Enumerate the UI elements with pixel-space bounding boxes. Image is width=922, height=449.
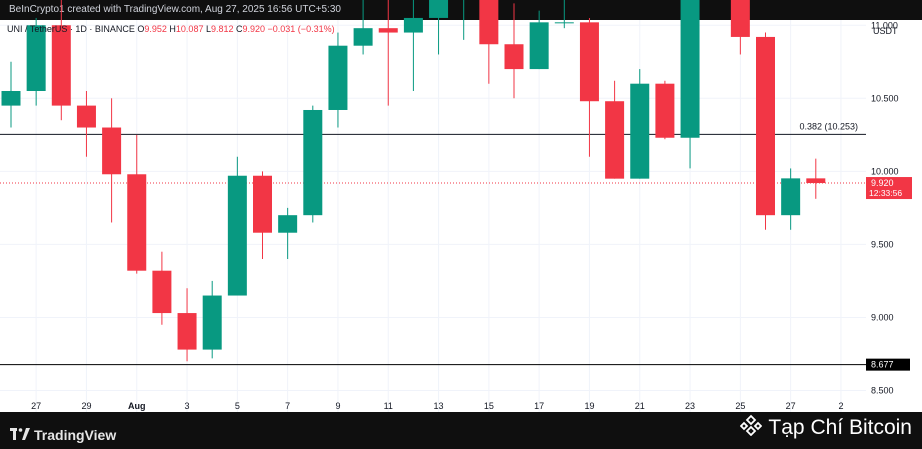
y-tick-label: 8.500	[871, 386, 894, 396]
x-tick-label: 5	[235, 401, 240, 411]
candle-body[interactable]	[756, 36, 775, 216]
x-tick-label: 23	[685, 401, 695, 411]
last-price-label: 9.920	[871, 178, 894, 188]
countdown-label: 12:33:56	[869, 188, 902, 198]
last-price-badge	[866, 177, 912, 200]
legend-open-value: 9.952	[144, 24, 169, 34]
candle-body[interactable]	[303, 109, 323, 216]
y-tick-label: 9.000	[871, 312, 894, 322]
candle-body[interactable]	[529, 22, 549, 70]
x-tick-label: 2	[838, 401, 843, 411]
legend-symbol: UNI / TetherUS · 1D · BINANCE	[7, 24, 137, 34]
price-scale[interactable]	[866, 20, 922, 412]
candle-body[interactable]	[479, 0, 499, 45]
candle-body[interactable]	[328, 45, 348, 110]
candle-body[interactable]	[202, 295, 222, 350]
candle-body[interactable]	[26, 25, 46, 91]
legend-close-value: 9.920	[243, 24, 268, 34]
x-tick-label: 9	[335, 401, 340, 411]
tradingview-logo[interactable]: TradingView	[10, 427, 116, 443]
tradingview-logo-icon	[10, 427, 30, 443]
symbol-legend[interactable]: UNI / TetherUS · 1D · BINANCE O9.952 H10…	[7, 24, 335, 34]
candle-body[interactable]	[554, 22, 574, 24]
x-tick-label: 13	[434, 401, 444, 411]
support-badge-label: 8.677	[871, 360, 894, 370]
x-tick-label: 19	[584, 401, 594, 411]
candle-body[interactable]	[76, 105, 96, 128]
x-tick-label: 7	[285, 401, 290, 411]
legend-high-value: 10.087	[176, 24, 206, 34]
candle-body[interactable]	[680, 0, 700, 138]
fib-level-label: 0.382 (10.253)	[799, 121, 858, 131]
y-tick-label: 11.000	[871, 20, 898, 30]
support-badge	[866, 358, 910, 371]
x-tick-label: 29	[81, 401, 91, 411]
candle-body[interactable]	[806, 178, 826, 184]
watermark: Tạp Chí Bitcoin	[740, 414, 912, 442]
x-tick-label: 27	[31, 401, 41, 411]
tradingview-logo-text: TradingView	[34, 427, 117, 443]
y-tick-label: 10.000	[871, 166, 899, 176]
candle-body[interactable]	[579, 22, 599, 102]
candle-body[interactable]	[278, 215, 298, 233]
candle-body[interactable]	[605, 101, 625, 179]
x-tick-label: 3	[185, 401, 190, 411]
candle-body[interactable]	[51, 25, 71, 106]
binance-diamond-icon	[740, 414, 763, 442]
candle-body[interactable]	[227, 175, 247, 296]
legend-close-label: C	[236, 24, 243, 34]
y-tick-label: 10.500	[871, 93, 899, 103]
candle-body[interactable]	[102, 127, 122, 175]
x-tick-label: Aug	[128, 401, 146, 411]
y-tick-label: 9.500	[871, 239, 894, 249]
x-tick-label: 17	[534, 401, 544, 411]
currency-label: USDT	[873, 26, 898, 36]
x-tick-label: 27	[786, 401, 796, 411]
candle-body[interactable]	[353, 28, 373, 46]
x-tick-label: 25	[735, 401, 745, 411]
candle-body[interactable]	[127, 174, 147, 271]
chart-footer	[0, 412, 922, 449]
legend-low-label: L	[206, 24, 211, 34]
candle-body[interactable]	[730, 0, 750, 37]
candle-body[interactable]	[429, 0, 449, 18]
legend-low-value: 9.812	[211, 24, 236, 34]
candle-body[interactable]	[378, 28, 398, 33]
x-tick-label: 21	[635, 401, 645, 411]
candle-body[interactable]	[504, 44, 524, 70]
candle-body[interactable]	[781, 178, 801, 216]
header-credit: BeInCrypto1 created with TradingView.com…	[9, 4, 341, 15]
candle-body[interactable]	[253, 175, 272, 233]
x-tick-label: 11	[384, 401, 393, 411]
candle-body[interactable]	[630, 83, 650, 179]
candle-body[interactable]	[1, 90, 21, 106]
watermark-text: Tạp Chí Bitcoin	[768, 416, 912, 439]
candle-body[interactable]	[177, 313, 197, 350]
candle-body[interactable]	[152, 270, 172, 314]
candle-body[interactable]	[403, 17, 423, 33]
candle-body[interactable]	[655, 83, 675, 138]
legend-change: −0.031 (−0.31%)	[268, 24, 335, 34]
legend-open-label: O	[137, 24, 144, 34]
legend-high-label: H	[169, 24, 176, 34]
x-tick-label: 15	[484, 401, 494, 411]
